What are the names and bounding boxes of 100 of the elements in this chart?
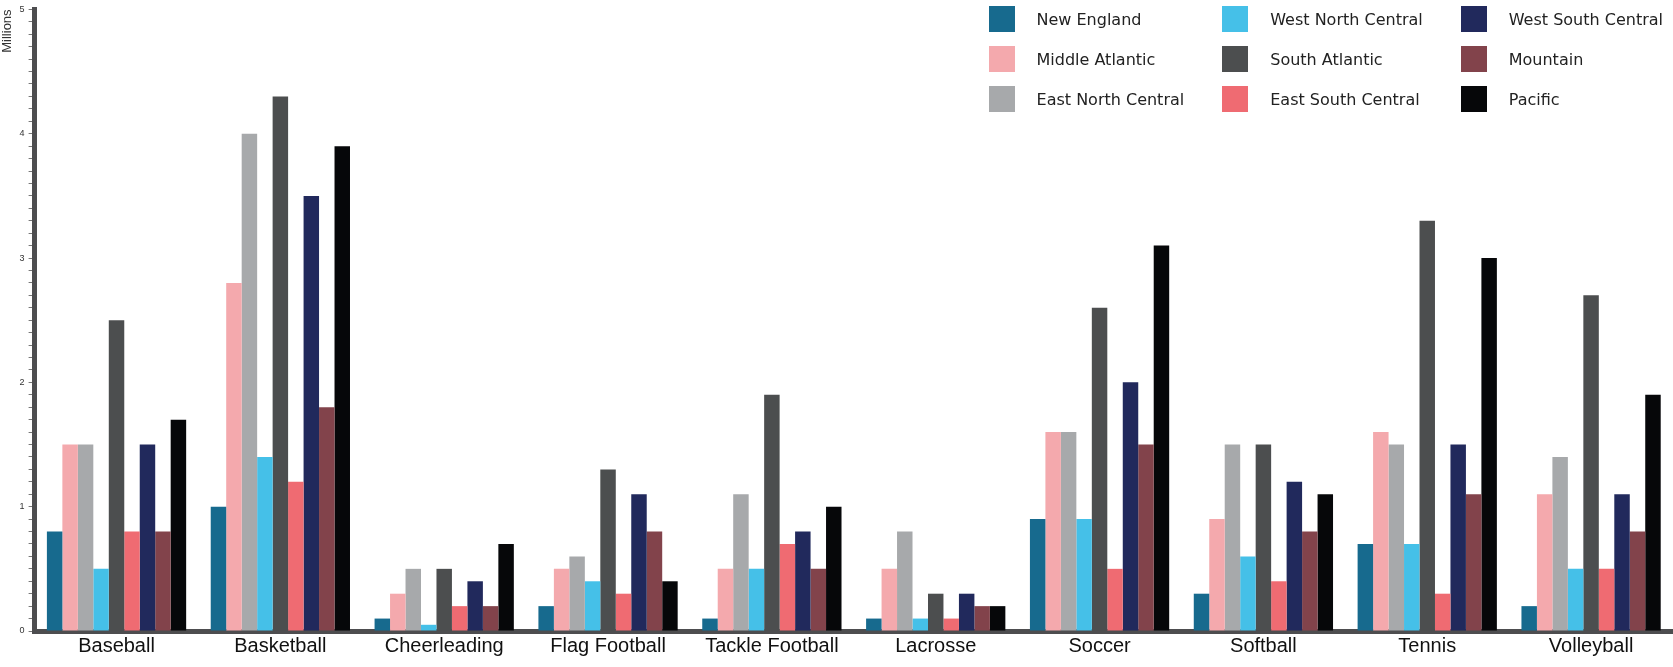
bar	[46, 531, 63, 631]
bar	[1567, 568, 1584, 631]
x-tick-label: Cheerleading	[384, 633, 504, 656]
bar	[1153, 245, 1170, 631]
bar	[1450, 444, 1466, 631]
legend-label: West North Central	[1270, 9, 1423, 29]
bar	[795, 531, 811, 631]
bar	[1465, 494, 1482, 631]
bar	[1481, 258, 1497, 631]
bar	[1240, 556, 1256, 631]
bar	[881, 568, 898, 631]
bar	[615, 593, 632, 631]
bar	[226, 282, 242, 631]
bar	[989, 606, 1006, 631]
bar	[779, 543, 796, 631]
y-tick-label: 2	[19, 376, 25, 387]
bar	[241, 133, 258, 631]
bar	[334, 146, 350, 631]
bar	[748, 568, 765, 631]
legend-label: East North Central	[1036, 89, 1185, 109]
bar	[1076, 519, 1092, 631]
x-tick-label: Soccer	[1068, 633, 1132, 656]
x-tick-label: Basketball	[234, 633, 327, 656]
bar	[93, 568, 109, 631]
bar	[1271, 581, 1287, 631]
bar	[1552, 456, 1568, 631]
legend-label: South Atlantic	[1270, 49, 1383, 69]
bar	[958, 593, 975, 631]
bar	[1536, 494, 1553, 631]
y-tick-label: 3	[19, 252, 25, 263]
bar	[717, 568, 734, 631]
x-tick-label: Flag Football	[550, 633, 666, 656]
bar	[62, 444, 78, 631]
x-tick-label: Tackle Football	[705, 633, 839, 656]
bar	[826, 506, 842, 631]
legend-label: Middle Atlantic	[1036, 49, 1156, 69]
bar	[538, 606, 554, 631]
bar	[1138, 444, 1154, 631]
bar	[1224, 444, 1241, 631]
bar	[288, 481, 304, 631]
y-axis-title: Millions	[0, 8, 15, 53]
y-tick-label: 5	[19, 3, 25, 14]
bar	[482, 606, 499, 631]
bar	[1286, 481, 1303, 631]
x-tick-label: Volleyball	[1548, 633, 1634, 656]
bar	[866, 618, 882, 631]
legend-label: East South Central	[1270, 89, 1420, 109]
bar	[1107, 568, 1123, 631]
bar	[702, 618, 718, 631]
bar	[1373, 432, 1389, 631]
bar	[467, 581, 483, 631]
bar	[303, 195, 320, 631]
bar	[584, 581, 601, 631]
bar	[631, 494, 647, 631]
y-tick-label: 0	[19, 625, 25, 636]
bar	[1060, 432, 1077, 631]
y-tick-label: 4	[19, 128, 25, 139]
bar	[498, 543, 514, 631]
bar	[451, 606, 468, 631]
bar	[1357, 543, 1374, 631]
bar	[405, 568, 421, 631]
bar	[1302, 531, 1318, 631]
bar	[1193, 593, 1210, 631]
bar	[1122, 382, 1139, 631]
bar	[733, 494, 749, 631]
x-tick-label: Softball	[1230, 633, 1297, 656]
bar	[139, 444, 156, 631]
bar	[646, 531, 663, 631]
y-tick-label: 1	[19, 501, 25, 512]
legend-label: Pacific	[1508, 89, 1560, 109]
bar	[569, 556, 585, 631]
bar	[897, 531, 913, 631]
legend-label: West South Central	[1508, 9, 1663, 29]
bar	[1614, 494, 1630, 631]
bar	[124, 531, 140, 631]
bar	[1209, 519, 1225, 631]
bar	[1029, 519, 1046, 631]
bar	[1317, 494, 1334, 631]
bar	[170, 419, 187, 631]
bar	[1404, 543, 1420, 631]
bar	[1388, 444, 1405, 631]
legend-label: New England	[1036, 9, 1142, 29]
bar	[974, 606, 990, 631]
x-tick-label: Lacrosse	[895, 633, 977, 656]
bar	[943, 618, 959, 631]
bar	[390, 593, 406, 631]
x-tick-label: Tennis	[1398, 633, 1457, 656]
bar	[420, 624, 437, 631]
bar	[1645, 394, 1661, 631]
bar	[1434, 593, 1451, 631]
bar	[210, 506, 227, 631]
bar	[1045, 432, 1061, 631]
bar	[1629, 531, 1646, 631]
bar	[257, 456, 273, 631]
bar	[374, 618, 391, 631]
legend-label: Mountain	[1508, 49, 1584, 69]
bar	[662, 581, 678, 631]
x-tick-label: Baseball	[78, 633, 155, 656]
bar	[1598, 568, 1615, 631]
bar	[1521, 606, 1537, 631]
